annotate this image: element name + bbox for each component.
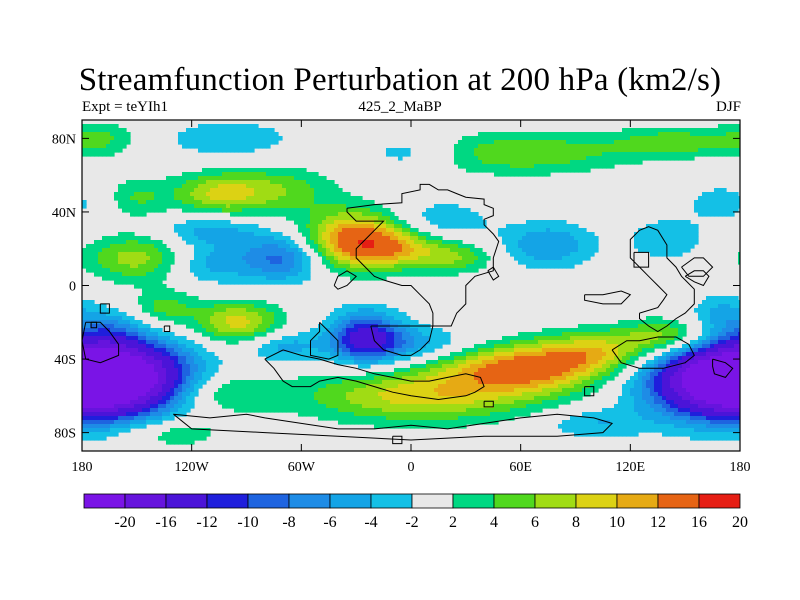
x-tick-label: 0 <box>408 460 415 475</box>
colorbar-swatch <box>124 493 167 509</box>
coastline-segment <box>684 270 710 287</box>
y-tick-label: 80S <box>54 427 76 442</box>
y-tick-label: 40S <box>54 353 76 368</box>
coastline-segment <box>310 321 339 360</box>
x-tick-label: 180 <box>72 460 93 475</box>
coastline-segment <box>712 358 734 378</box>
colorbar-label: 8 <box>572 514 580 531</box>
colorbar-label: -2 <box>405 514 418 531</box>
coastline-segment <box>392 435 403 445</box>
experiment-subtitle: 425_2_MaBP <box>358 99 442 115</box>
colorbar-label: 16 <box>691 514 707 531</box>
colorbar-label: 2 <box>449 514 457 531</box>
y-tick-label: 0 <box>69 280 76 295</box>
coastline-segment <box>99 303 110 314</box>
coastline-segment <box>264 349 485 401</box>
colorbar-label: 4 <box>490 514 498 531</box>
coastline-segment <box>173 413 614 441</box>
season-label: DJF <box>715 99 741 115</box>
x-tick-label: 60E <box>509 460 532 475</box>
y-tick-label: 80N <box>52 132 76 147</box>
x-tick-label: 120E <box>616 460 646 475</box>
chart-title: Streamfunction Perturbation at 200 hPa (… <box>78 62 722 98</box>
coastline-segment <box>163 325 171 332</box>
colorbar-swatch <box>575 493 618 509</box>
coastline-segment <box>82 321 120 364</box>
colorbar-swatch <box>411 493 454 509</box>
colorbar-label: 10 <box>609 514 625 531</box>
y-tick-label: 40N <box>52 206 76 221</box>
coastline-segment <box>370 325 434 356</box>
colorbar-swatch <box>657 493 700 509</box>
coastline-segment <box>629 226 695 333</box>
colorbar-swatch <box>534 493 577 509</box>
colorbar-swatch <box>206 493 249 509</box>
coastline-segment <box>487 266 500 281</box>
colorbar-label: -16 <box>155 514 176 531</box>
colorbar: -20 -16 -12 -10 -8 -6 -4 -2 2 4 6 8 10 12 16 20 <box>83 493 748 531</box>
colorbar-label: -6 <box>323 514 336 531</box>
colorbar-swatch <box>370 493 413 509</box>
colorbar-swatch <box>698 493 741 509</box>
colorbar-swatch <box>288 493 331 509</box>
coastline-segment <box>584 386 595 397</box>
x-tick-label: 180 <box>730 460 751 475</box>
x-tick-label: 120W <box>175 460 210 475</box>
colorbar-label: -10 <box>237 514 258 531</box>
coastlines <box>82 183 734 445</box>
colorbar-swatch <box>83 493 126 509</box>
colorbar-swatch <box>616 493 659 509</box>
colorbar-label: 20 <box>732 514 748 531</box>
experiment-label: Expt = teYIh1 <box>82 99 168 115</box>
coastline-segment <box>483 400 494 408</box>
colorbar-swatch <box>329 493 372 509</box>
colorbar-label: 6 <box>531 514 539 531</box>
colorbar-label: -12 <box>196 514 217 531</box>
coastline-segment <box>584 290 632 305</box>
colorbar-swatch <box>165 493 208 509</box>
x-tick-label: 60W <box>288 460 316 475</box>
coastline-segment <box>346 183 500 327</box>
colorbar-label: -8 <box>282 514 295 531</box>
colorbar-label: -4 <box>364 514 377 531</box>
coastline-segment <box>611 336 695 369</box>
colorbar-swatch <box>247 493 290 509</box>
coastline-segment <box>681 257 714 277</box>
colorbar-swatch <box>493 493 536 509</box>
colorbar-label: -20 <box>114 514 135 531</box>
contour-field <box>82 124 740 445</box>
coastline-segment <box>333 270 358 290</box>
axis-ticks: 180 120W 60W 0 60E 120E 180 80N 40N 0 40S 80S <box>52 120 751 475</box>
colorbar-swatch <box>452 493 495 509</box>
colorbar-label: 12 <box>650 514 666 531</box>
